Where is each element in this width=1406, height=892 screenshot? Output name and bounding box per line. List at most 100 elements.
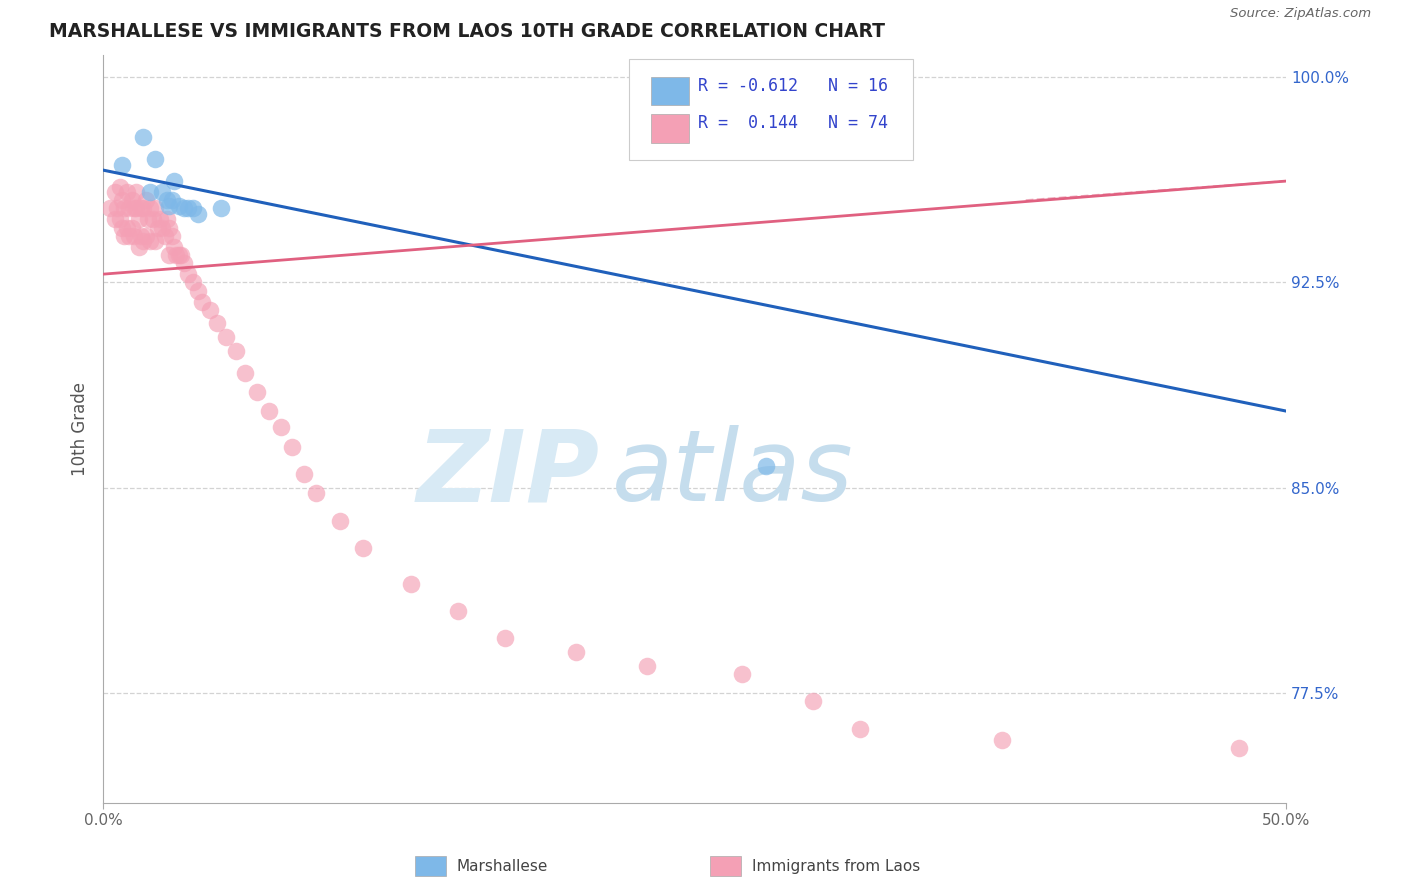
Point bbox=[447, 604, 470, 618]
Point bbox=[849, 722, 872, 736]
Point bbox=[494, 632, 516, 646]
Point bbox=[166, 248, 188, 262]
Point bbox=[108, 179, 131, 194]
Text: Immigrants from Laos: Immigrants from Laos bbox=[752, 859, 921, 873]
Point bbox=[181, 276, 204, 290]
Point bbox=[139, 202, 162, 216]
Point bbox=[163, 240, 186, 254]
Point bbox=[215, 330, 238, 344]
Point bbox=[167, 199, 190, 213]
Point bbox=[187, 207, 209, 221]
Point bbox=[111, 220, 134, 235]
Point bbox=[754, 458, 776, 473]
Point bbox=[153, 228, 176, 243]
Point bbox=[112, 202, 135, 216]
Point bbox=[233, 366, 256, 380]
Point bbox=[104, 185, 127, 199]
Point bbox=[132, 235, 155, 249]
Y-axis label: 10th Grade: 10th Grade bbox=[72, 382, 89, 475]
Text: MARSHALLESE VS IMMIGRANTS FROM LAOS 10TH GRADE CORRELATION CHART: MARSHALLESE VS IMMIGRANTS FROM LAOS 10TH… bbox=[49, 22, 886, 41]
Point bbox=[111, 158, 134, 172]
Point bbox=[170, 248, 193, 262]
Point bbox=[352, 541, 374, 555]
Point bbox=[731, 666, 754, 681]
Point bbox=[132, 130, 155, 145]
Point bbox=[139, 185, 162, 199]
Point bbox=[246, 384, 269, 399]
Point bbox=[225, 343, 247, 358]
Point bbox=[173, 202, 195, 216]
Point bbox=[1227, 740, 1250, 755]
Point bbox=[135, 193, 157, 207]
Point bbox=[160, 193, 183, 207]
Text: R =  0.144   N = 74: R = 0.144 N = 74 bbox=[699, 114, 889, 132]
Point bbox=[143, 152, 166, 166]
Point bbox=[329, 514, 352, 528]
Point bbox=[150, 185, 173, 199]
Point bbox=[108, 212, 131, 227]
Point bbox=[167, 248, 190, 262]
Point bbox=[122, 228, 145, 243]
Text: ZIP: ZIP bbox=[418, 425, 600, 522]
Point bbox=[118, 202, 141, 216]
FancyBboxPatch shape bbox=[651, 77, 689, 105]
Point bbox=[636, 658, 658, 673]
Point bbox=[565, 645, 588, 659]
Point bbox=[257, 404, 280, 418]
Point bbox=[209, 202, 232, 216]
Point bbox=[305, 486, 328, 500]
Point bbox=[111, 193, 134, 207]
Point bbox=[112, 228, 135, 243]
Point bbox=[205, 317, 228, 331]
Point bbox=[128, 240, 150, 254]
Point bbox=[191, 294, 214, 309]
FancyBboxPatch shape bbox=[630, 59, 914, 160]
Text: R = -0.612   N = 16: R = -0.612 N = 16 bbox=[699, 77, 889, 95]
Point bbox=[187, 284, 209, 298]
Point bbox=[292, 467, 315, 481]
Point bbox=[156, 212, 179, 227]
Point bbox=[125, 202, 148, 216]
Point bbox=[163, 174, 186, 188]
Text: Source: ZipAtlas.com: Source: ZipAtlas.com bbox=[1230, 7, 1371, 21]
Text: atlas: atlas bbox=[612, 425, 853, 522]
Point bbox=[157, 220, 180, 235]
Point bbox=[177, 267, 200, 281]
Point bbox=[801, 694, 824, 708]
Point bbox=[281, 440, 304, 454]
FancyBboxPatch shape bbox=[651, 114, 689, 143]
Point bbox=[156, 193, 179, 207]
Point bbox=[121, 220, 143, 235]
Text: Marshallese: Marshallese bbox=[457, 859, 548, 873]
Point bbox=[150, 220, 173, 235]
Point bbox=[991, 732, 1014, 747]
Point bbox=[177, 202, 200, 216]
Point bbox=[122, 202, 145, 216]
Point bbox=[173, 256, 195, 270]
Point bbox=[132, 202, 155, 216]
Point bbox=[198, 302, 221, 317]
Point bbox=[399, 576, 422, 591]
Point bbox=[139, 235, 162, 249]
Point bbox=[143, 235, 166, 249]
Point bbox=[104, 212, 127, 227]
Point bbox=[98, 202, 121, 216]
Point bbox=[181, 202, 204, 216]
Point bbox=[118, 228, 141, 243]
Point bbox=[135, 228, 157, 243]
Point bbox=[157, 248, 180, 262]
Point bbox=[115, 220, 138, 235]
Point bbox=[105, 202, 128, 216]
Point bbox=[129, 202, 152, 216]
Point bbox=[143, 202, 166, 216]
Point bbox=[142, 212, 165, 227]
Point bbox=[146, 220, 169, 235]
Point bbox=[115, 185, 138, 199]
Point bbox=[160, 228, 183, 243]
Point bbox=[270, 420, 292, 434]
Point bbox=[129, 228, 152, 243]
Point bbox=[128, 212, 150, 227]
Point bbox=[121, 193, 143, 207]
Point bbox=[136, 212, 159, 227]
Point bbox=[149, 212, 172, 227]
